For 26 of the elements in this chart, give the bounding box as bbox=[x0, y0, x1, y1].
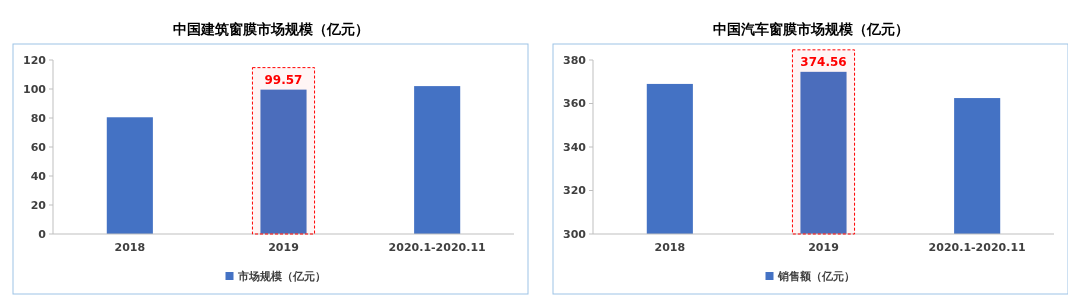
text: 374.56 bbox=[800, 54, 847, 69]
y-tick-label: 20 bbox=[30, 198, 47, 212]
y-tick-label: 360 bbox=[563, 97, 587, 111]
x-tick-label: 2018 bbox=[654, 241, 686, 254]
bar bbox=[414, 86, 461, 234]
x-tick-label: 2020.1-2020.11 bbox=[388, 241, 486, 254]
chart-title: 中国建筑窗膜市场规模（亿元） bbox=[172, 21, 369, 37]
bar bbox=[106, 117, 153, 234]
y-tick-label: 0 bbox=[38, 227, 47, 241]
y-tick-label: 80 bbox=[30, 111, 47, 125]
y-tick-label: 320 bbox=[563, 184, 587, 198]
text: 99.57 bbox=[264, 72, 303, 87]
x-tick-label: 2018 bbox=[114, 241, 146, 254]
x-tick-label: 2019 bbox=[808, 241, 839, 254]
chart-title: 中国汽车窗膜市场规模（亿元） bbox=[712, 21, 909, 37]
y-tick-label: 300 bbox=[563, 227, 587, 241]
x-tick-label: 2020.1-2020.11 bbox=[928, 241, 1026, 254]
y-tick-label: 60 bbox=[30, 140, 47, 154]
y-tick-label: 380 bbox=[563, 53, 587, 67]
y-tick-label: 100 bbox=[23, 82, 47, 96]
y-tick-label: 340 bbox=[563, 140, 587, 154]
y-tick-label: 120 bbox=[23, 53, 47, 67]
y-tick-label: 40 bbox=[30, 169, 47, 183]
legend-label: 市场规模（亿元） bbox=[236, 270, 326, 283]
legend-label: 销售额（亿元） bbox=[776, 270, 855, 283]
x-tick-label: 2019 bbox=[268, 241, 299, 254]
